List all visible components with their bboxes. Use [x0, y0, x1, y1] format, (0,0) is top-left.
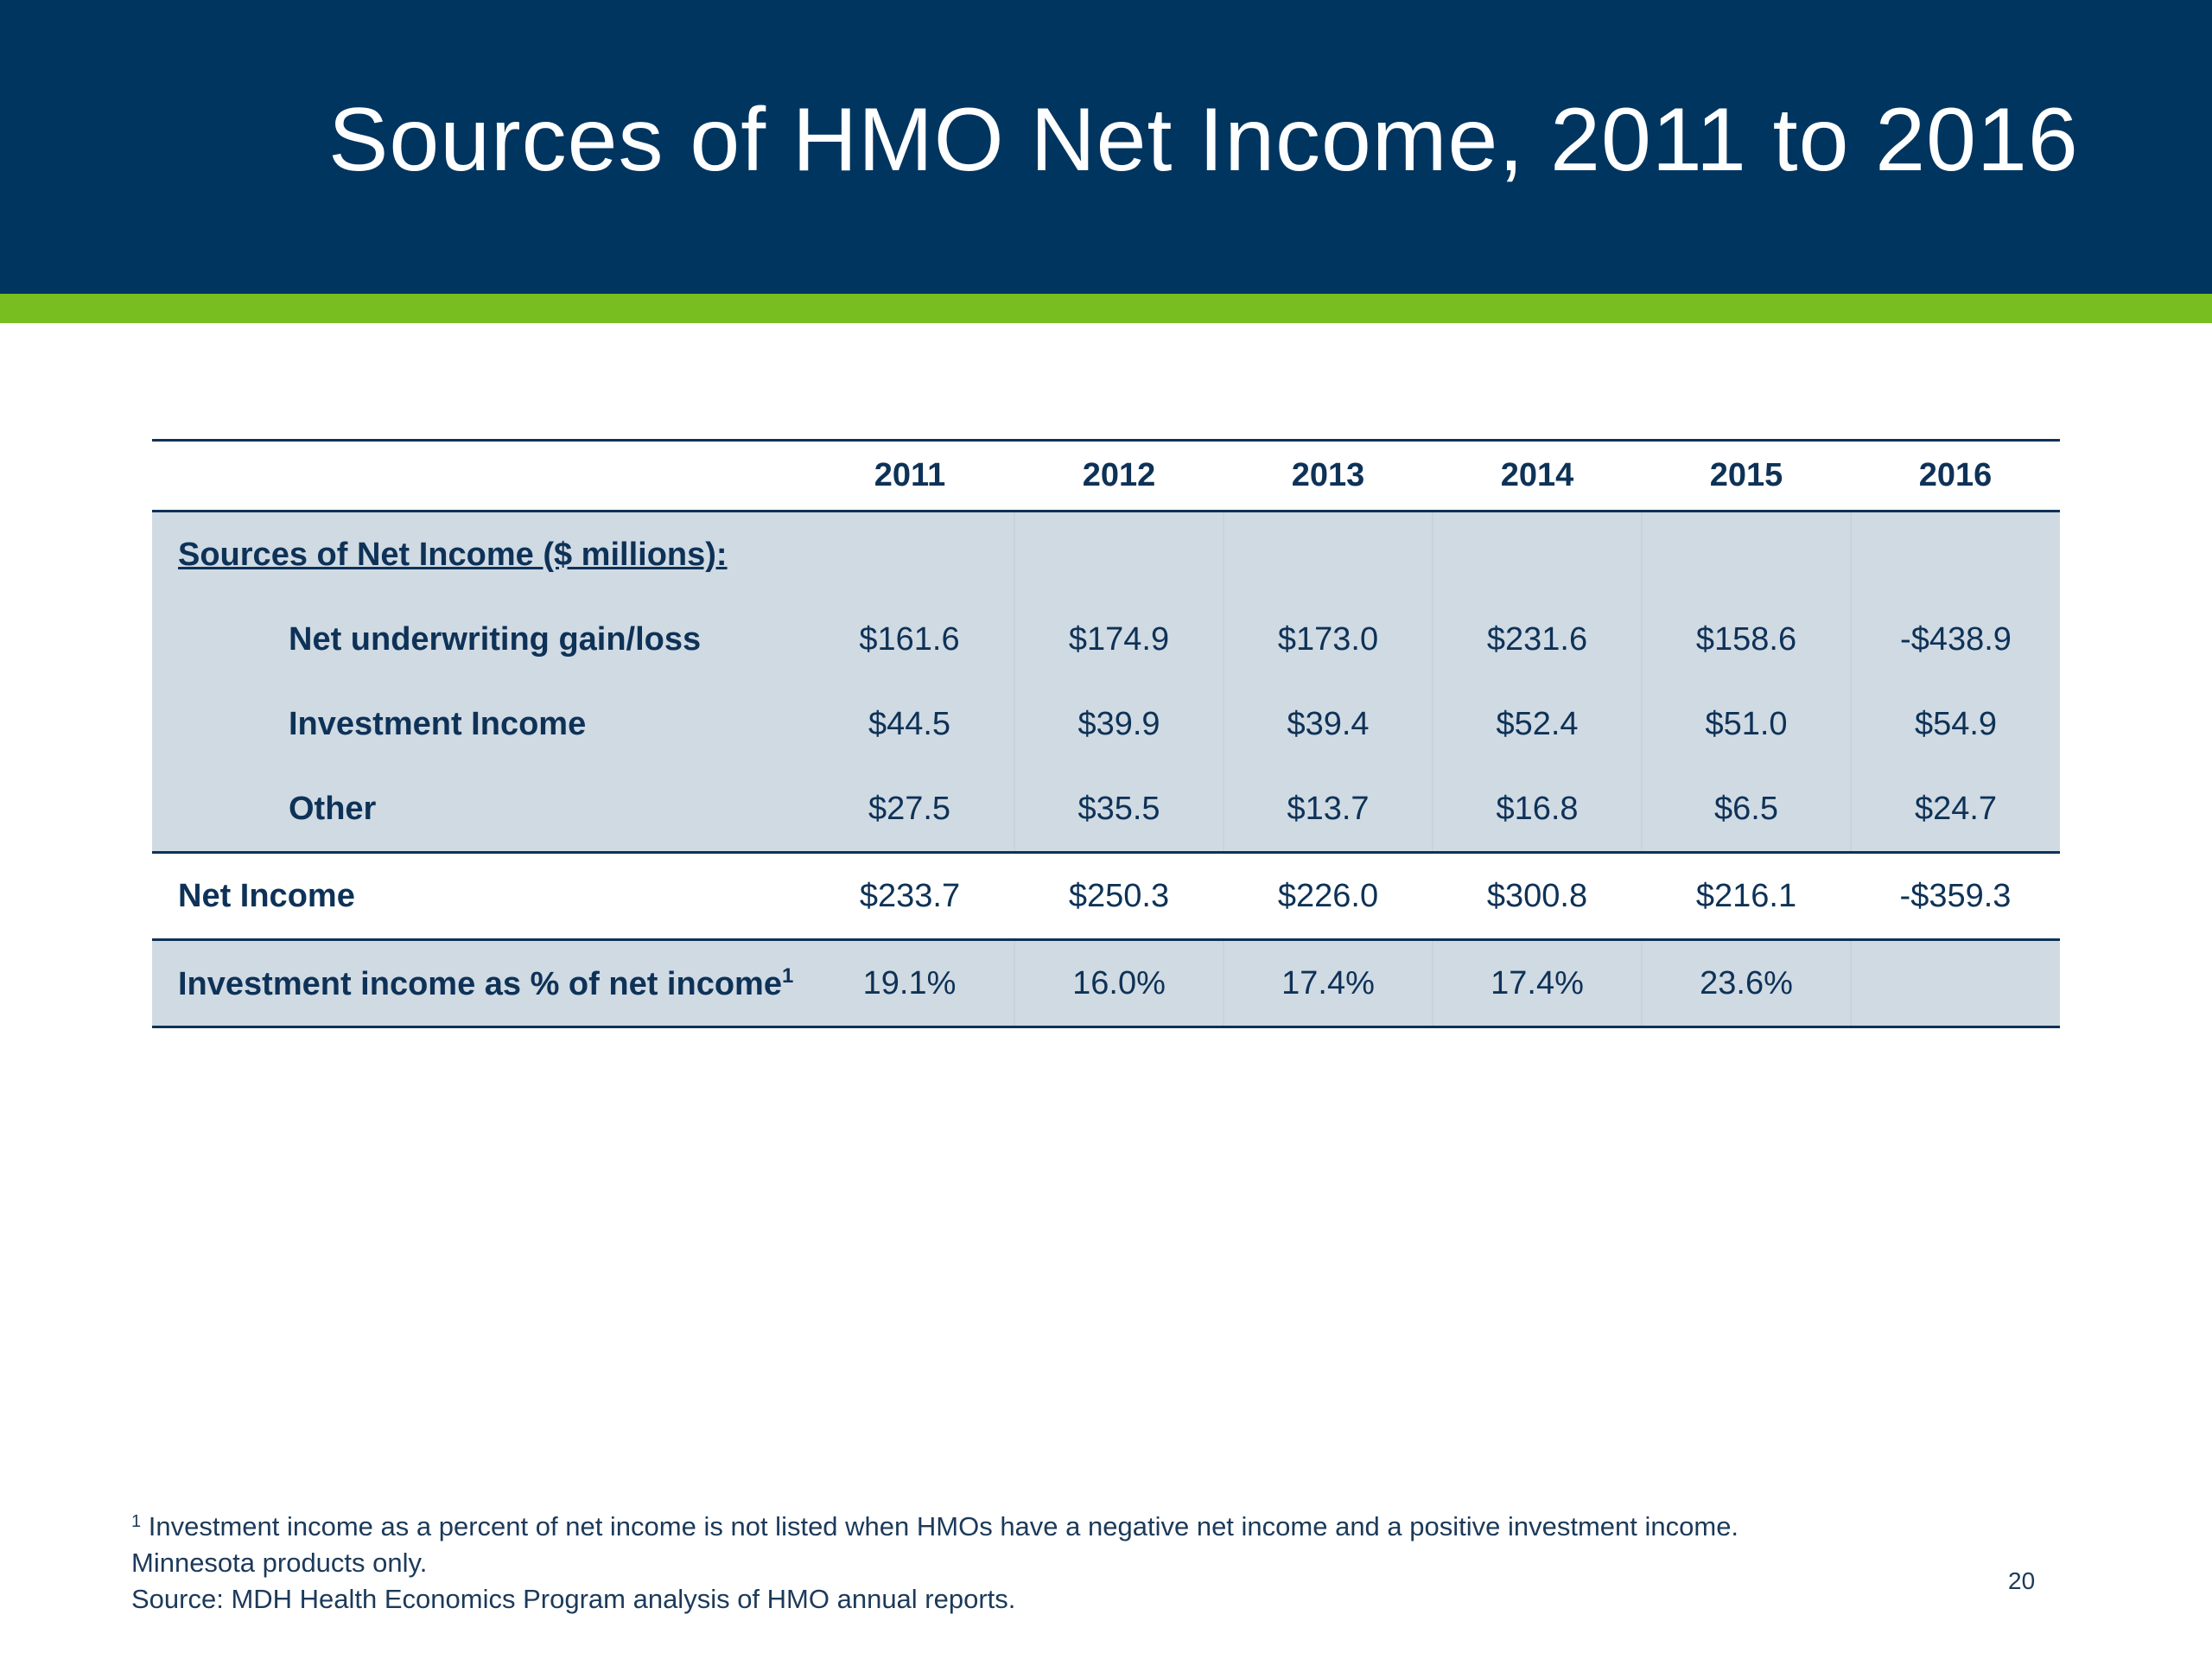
page-number: 20 — [2008, 1567, 2036, 1594]
table-header-row: 2011 2012 2013 2014 2015 2016 — [152, 439, 2060, 512]
footnotes: 1 Investment income as a percent of net … — [131, 1503, 1738, 1618]
income-table: 2011 2012 2013 2014 2015 2016 Sources of… — [152, 439, 2060, 1028]
value-cell: $6.5 — [1642, 766, 1852, 854]
investment-pct-row: Investment income as % of net income1 19… — [152, 939, 2060, 1028]
row-label: Net underwriting gain/loss — [152, 597, 805, 682]
source-note: Source: MDH Health Economics Program ana… — [131, 1584, 1016, 1614]
year-header: 2015 — [1642, 439, 1851, 512]
value-cell: $52.4 — [1433, 682, 1643, 766]
year-header: 2012 — [1014, 439, 1224, 512]
value-cell: $174.9 — [1014, 597, 1224, 682]
section-row: Sources of Net Income ($ millions): — [152, 511, 2060, 597]
row-label: Net Income — [152, 852, 805, 941]
empty-cell — [1851, 511, 2060, 597]
value-cell: $300.8 — [1433, 852, 1642, 941]
value-cell: $39.9 — [1014, 682, 1224, 766]
table-row: Investment Income $44.5 $39.9 $39.4 $52.… — [152, 682, 2060, 766]
year-header: 2011 — [805, 439, 1014, 512]
value-cell: $51.0 — [1642, 682, 1852, 766]
slide-title: Sources of HMO Net Income, 2011 to 2016 — [328, 90, 2079, 190]
empty-cell — [1014, 511, 1224, 597]
footnote-2: Minnesota products only. — [131, 1548, 428, 1578]
footnote-mark: 1 — [781, 963, 794, 988]
value-cell: $226.0 — [1224, 852, 1433, 941]
value-cell: $250.3 — [1014, 852, 1224, 941]
table-row: Other $27.5 $35.5 $13.7 $16.8 $6.5 $24.7 — [152, 766, 2060, 854]
value-cell: 16.0% — [1014, 939, 1224, 1028]
header-blank — [152, 439, 805, 512]
year-header: 2014 — [1433, 439, 1642, 512]
footnote-1: 1 Investment income as a percent of net … — [131, 1503, 1738, 1545]
value-cell: $35.5 — [1014, 766, 1224, 854]
slide-header: Sources of HMO Net Income, 2011 to 2016 — [0, 0, 2212, 294]
value-cell: 23.6% — [1642, 939, 1852, 1028]
value-cell: $39.4 — [1224, 682, 1433, 766]
table-row: Net underwriting gain/loss $161.6 $174.9… — [152, 597, 2060, 682]
income-table-container: 2011 2012 2013 2014 2015 2016 Sources of… — [152, 439, 2060, 1028]
accent-bar — [0, 294, 2212, 323]
row-label: Investment income as % of net income1 — [152, 939, 805, 1028]
section-label: Sources of Net Income ($ millions): — [152, 511, 805, 597]
empty-cell — [1224, 511, 1433, 597]
row-label-text: Investment income as % of net income — [178, 965, 782, 1002]
row-label: Other — [152, 766, 805, 854]
year-header: 2013 — [1224, 439, 1433, 512]
value-cell: $233.7 — [805, 852, 1014, 941]
value-cell: $231.6 — [1433, 597, 1643, 682]
value-cell: $13.7 — [1224, 766, 1433, 854]
empty-cell — [1433, 511, 1643, 597]
footnote-text: Investment income as a percent of net in… — [148, 1511, 1739, 1541]
footnote-mark: 1 — [131, 1512, 142, 1531]
value-cell: $16.8 — [1433, 766, 1643, 854]
value-cell — [1851, 939, 2060, 1028]
net-income-row: Net Income $233.7 $250.3 $226.0 $300.8 $… — [152, 852, 2060, 941]
empty-cell — [805, 511, 1015, 597]
value-cell: -$438.9 — [1851, 597, 2060, 682]
value-cell: 19.1% — [805, 939, 1015, 1028]
empty-cell — [1642, 511, 1852, 597]
value-cell: $44.5 — [805, 682, 1015, 766]
value-cell: -$359.3 — [1851, 852, 2060, 941]
value-cell: $24.7 — [1851, 766, 2060, 854]
value-cell: $27.5 — [805, 766, 1015, 854]
value-cell: $54.9 — [1851, 682, 2060, 766]
value-cell: $173.0 — [1224, 597, 1433, 682]
value-cell: 17.4% — [1224, 939, 1433, 1028]
value-cell: $216.1 — [1642, 852, 1851, 941]
row-label: Investment Income — [152, 682, 805, 766]
value-cell: 17.4% — [1433, 939, 1643, 1028]
value-cell: $161.6 — [805, 597, 1015, 682]
value-cell: $158.6 — [1642, 597, 1852, 682]
year-header: 2016 — [1851, 439, 2060, 512]
